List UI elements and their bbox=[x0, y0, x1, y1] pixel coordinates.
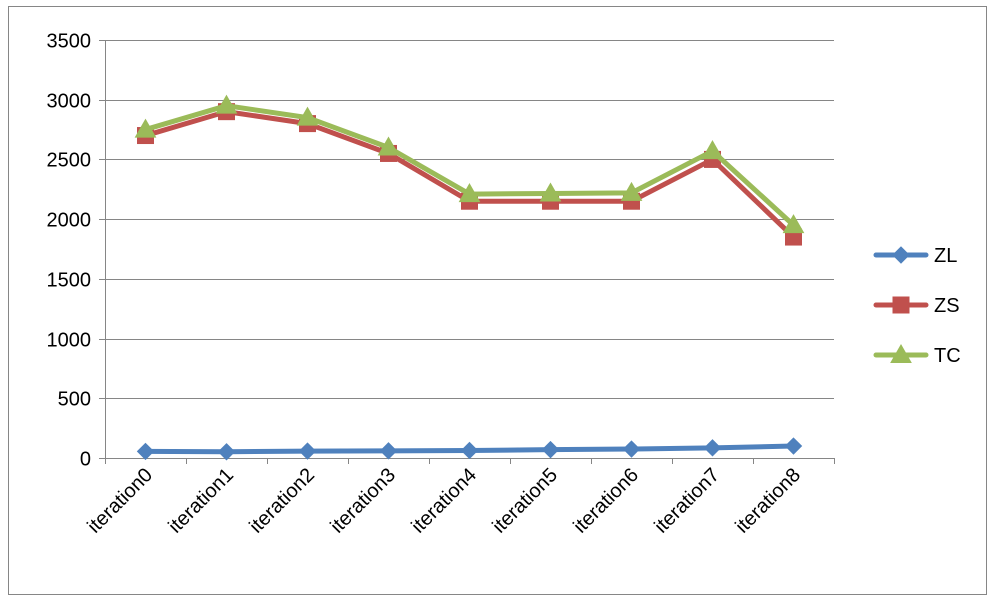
data-series bbox=[134, 94, 805, 461]
legend-marker bbox=[892, 296, 910, 314]
data-point-zl bbox=[622, 440, 641, 458]
data-point-tc bbox=[296, 106, 319, 126]
legend-item-tc: TC bbox=[873, 343, 961, 367]
legend: ZL ZS TC bbox=[873, 245, 961, 367]
legend-marker bbox=[890, 343, 912, 363]
data-point-tc bbox=[458, 183, 481, 203]
chart-border bbox=[8, 6, 987, 595]
series-zl bbox=[136, 437, 803, 461]
legend-label: ZS bbox=[934, 295, 960, 317]
data-point-zl bbox=[784, 437, 803, 455]
data-point-zl bbox=[298, 442, 317, 460]
legend-label: ZL bbox=[934, 245, 957, 267]
data-point-tc bbox=[377, 136, 400, 156]
series-tc bbox=[134, 94, 805, 234]
data-point-tc bbox=[782, 214, 805, 234]
legend-label: TC bbox=[934, 345, 961, 367]
data-point-tc bbox=[701, 140, 724, 160]
legend-item-zl: ZL bbox=[873, 245, 957, 267]
y-tick-label: 3000 bbox=[47, 91, 92, 113]
data-point-zl bbox=[541, 440, 560, 459]
y-tick-label: 3500 bbox=[47, 31, 92, 53]
data-point-zl bbox=[136, 442, 155, 461]
y-tick-label: 2500 bbox=[47, 150, 92, 172]
y-tick-label: 1500 bbox=[47, 270, 92, 292]
data-point-tc bbox=[215, 94, 238, 114]
y-tick-label: 500 bbox=[58, 389, 91, 411]
y-tick-label: 1000 bbox=[47, 330, 92, 352]
legend-item-zs: ZS bbox=[873, 295, 960, 317]
y-tick-label: 0 bbox=[80, 449, 91, 471]
data-point-tc bbox=[620, 181, 643, 201]
data-point-zl bbox=[460, 441, 479, 460]
legend-marker bbox=[892, 246, 910, 264]
data-point-zl bbox=[217, 443, 236, 461]
data-point-zl bbox=[379, 442, 398, 460]
y-tick-label: 2000 bbox=[47, 210, 92, 232]
data-point-zl bbox=[703, 439, 722, 457]
y-axis-tick-labels: 0 500 1000 1500 2000 2500 3000 3500 bbox=[47, 31, 92, 471]
data-point-tc bbox=[539, 182, 562, 202]
data-point-tc bbox=[134, 118, 157, 138]
